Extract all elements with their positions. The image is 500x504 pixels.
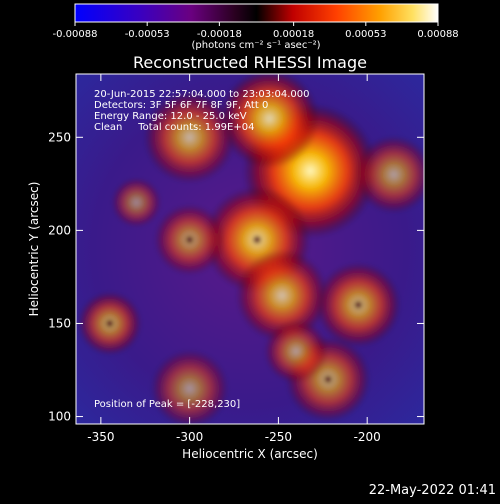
chart-title: Reconstructed RHESSI Image bbox=[133, 53, 367, 72]
x-tick-label: -350 bbox=[87, 430, 114, 444]
colorbar-tick-label: -0.00018 bbox=[197, 29, 242, 40]
colorbar-tick-label: 0.00018 bbox=[273, 29, 314, 40]
info-line: 20-Jun-2015 22:57:04.000 to 23:03:04.000 bbox=[94, 89, 310, 100]
emission-hotspot bbox=[354, 135, 424, 214]
timestamp: 22-May-2022 01:41 bbox=[369, 483, 496, 498]
x-tick-label: -300 bbox=[176, 430, 203, 444]
ring-hole bbox=[354, 300, 363, 309]
axis-ticks: -350 -300 -250 -200 100 150 200 250 bbox=[48, 74, 424, 444]
colorbar-tick-label: -0.00088 bbox=[53, 29, 98, 40]
image-info: 20-Jun-2015 22:57:04.000 to 23:03:04.000… bbox=[94, 89, 310, 133]
colorbar: -0.00088 -0.00053 -0.00018 0.00018 0.00053 0.… bbox=[53, 3, 459, 51]
plot-area bbox=[76, 74, 424, 424]
peak-position-label: Position of Peak = [-228,230] bbox=[94, 399, 240, 410]
ring-hole bbox=[253, 235, 262, 244]
emission-hotspot bbox=[219, 74, 320, 169]
heatmap-hotspots bbox=[77, 74, 424, 424]
colorbar-ticks: -0.00088 -0.00053 -0.00018 0.00018 0.00053 0.… bbox=[53, 22, 459, 40]
info-line: Detectors: 3F 5F 6F 7F 8F 9F, Att 0 bbox=[94, 100, 268, 111]
emission-hotspot bbox=[235, 249, 329, 342]
plot-frame bbox=[75, 73, 425, 425]
ring-hole bbox=[324, 375, 333, 384]
emission-hotspot bbox=[143, 91, 236, 184]
ring-hole bbox=[185, 235, 194, 244]
colorbar-tick-label: 0.00053 bbox=[345, 29, 386, 40]
emission-hotspot bbox=[111, 177, 162, 228]
emission-hotspot bbox=[150, 349, 229, 424]
info-line: Clean Total counts: 1.99E+04 bbox=[94, 122, 254, 133]
x-axis-label: Heliocentric X (arcsec) bbox=[182, 447, 318, 461]
y-tick-label: 100 bbox=[48, 410, 71, 424]
colorbar-gradient bbox=[74, 3, 439, 23]
colorbar-tick-label: 0.00088 bbox=[417, 29, 458, 40]
x-tick-label: -250 bbox=[265, 430, 292, 444]
emission-hotspot bbox=[264, 319, 329, 384]
ring-hole bbox=[105, 319, 114, 328]
y-tick-label: 150 bbox=[48, 316, 71, 330]
y-tick-label: 250 bbox=[48, 130, 71, 144]
colorbar-units: (photons cm⁻² s⁻¹ asec⁻²) bbox=[191, 40, 320, 51]
y-tick-label: 200 bbox=[48, 223, 71, 237]
info-line: Energy Range: 12.0 - 25.0 keV bbox=[94, 111, 247, 122]
colorbar-tick-label: -0.00053 bbox=[125, 29, 170, 40]
y-axis-label: Heliocentric Y (arcsec) bbox=[27, 182, 41, 317]
x-tick-label: -200 bbox=[354, 430, 381, 444]
axis-labels: Heliocentric X (arcsec) Heliocentric Y (… bbox=[27, 182, 318, 461]
